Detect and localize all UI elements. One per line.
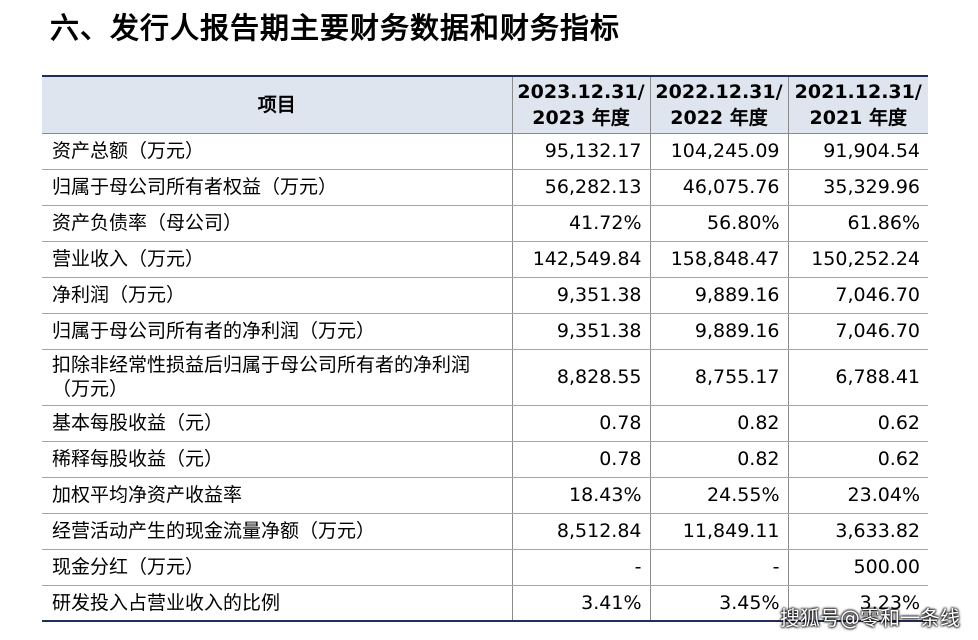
value-2023: 9,351.38	[511, 277, 650, 314]
header-2023-date: 2023.12.31/	[517, 80, 645, 103]
table-row: 资产总额（万元） 95,132.17 104,245.09 91,904.54	[42, 133, 928, 170]
table-row: 归属于母公司所有者的净利润（万元） 9,351.38 9,889.16 7,04…	[42, 313, 928, 350]
table-row: 经营活动产生的现金流量净额（万元） 8,512.84 11,849.11 3,6…	[42, 513, 928, 550]
value-2021: 500.00	[787, 549, 928, 586]
header-item-label: 项目	[257, 93, 296, 116]
value-2021: 61.86%	[787, 205, 928, 242]
value-2022: 158,848.47	[649, 241, 788, 278]
value-2023: 142,549.84	[511, 241, 650, 278]
table-row: 基本每股收益（元） 0.78 0.82 0.62	[42, 405, 928, 442]
value-2023: 18.43%	[511, 477, 650, 514]
value-2021: 6,788.41	[787, 349, 928, 406]
header-2021-year: 2021 年度	[809, 106, 908, 129]
value-2022: -	[649, 549, 788, 586]
header-2023: 2023.12.31/ 2023 年度	[511, 75, 650, 134]
value-2023: 9,351.38	[511, 313, 650, 350]
value-2021: 150,252.24	[787, 241, 928, 278]
row-label: 营业收入（万元）	[42, 241, 512, 278]
table-row: 资产负债率（母公司） 41.72% 56.80% 61.86%	[42, 205, 928, 242]
value-2023: -	[511, 549, 650, 586]
row-label: 扣除非经常性损益后归属于母公司所有者的净利润（万元）	[42, 349, 512, 406]
value-2023: 95,132.17	[511, 133, 650, 170]
row-label: 资产总额（万元）	[42, 133, 512, 170]
value-2023: 3.41%	[511, 585, 650, 622]
value-2022: 104,245.09	[649, 133, 788, 170]
value-2022: 56.80%	[649, 205, 788, 242]
value-2022: 9,889.16	[649, 313, 788, 350]
value-2022: 46,075.76	[649, 169, 788, 206]
table-row: 研发投入占营业收入的比例 3.41% 3.45% 3.23%	[42, 585, 928, 622]
value-2022: 24.55%	[649, 477, 788, 514]
value-2021: 7,046.70	[787, 277, 928, 314]
value-2021: 23.04%	[787, 477, 928, 514]
value-2021: 0.62	[787, 405, 928, 442]
header-2022-date: 2022.12.31/	[655, 80, 783, 103]
value-2021: 3.23%	[787, 585, 928, 622]
row-label: 稀释每股收益（元）	[42, 441, 512, 478]
table-row: 营业收入（万元） 142,549.84 158,848.47 150,252.2…	[42, 241, 928, 278]
value-2021: 0.62	[787, 441, 928, 478]
value-2023: 8,828.55	[511, 349, 650, 406]
financial-data-table: 项目 2023.12.31/ 2023 年度 2022.12.31/ 2022 …	[42, 75, 928, 622]
value-2022: 0.82	[649, 405, 788, 442]
row-label: 净利润（万元）	[42, 277, 512, 314]
table-row: 稀释每股收益（元） 0.78 0.82 0.62	[42, 441, 928, 478]
table-row: 扣除非经常性损益后归属于母公司所有者的净利润（万元） 8,828.55 8,75…	[42, 349, 928, 406]
value-2021: 91,904.54	[787, 133, 928, 170]
table-row: 现金分红（万元） - - 500.00	[42, 549, 928, 586]
table-row: 净利润（万元） 9,351.38 9,889.16 7,046.70	[42, 277, 928, 314]
value-2022: 3.45%	[649, 585, 788, 622]
header-2021-date: 2021.12.31/	[794, 80, 922, 103]
value-2022: 9,889.16	[649, 277, 788, 314]
row-label: 基本每股收益（元）	[42, 405, 512, 442]
value-2022: 11,849.11	[649, 513, 788, 550]
header-2022-year: 2022 年度	[670, 106, 768, 129]
section-title: 六、发行人报告期主要财务数据和财务指标	[50, 11, 621, 45]
value-2023: 0.78	[511, 441, 650, 478]
value-2023: 8,512.84	[511, 513, 650, 550]
row-label: 经营活动产生的现金流量净额（万元）	[42, 513, 512, 550]
table-row: 归属于母公司所有者权益（万元） 56,282.13 46,075.76 35,3…	[42, 169, 928, 206]
row-label: 现金分红（万元）	[42, 549, 512, 586]
value-2022: 8,755.17	[649, 349, 788, 406]
row-label: 加权平均净资产收益率	[42, 477, 512, 514]
value-2021: 7,046.70	[787, 313, 928, 350]
value-2023: 56,282.13	[511, 169, 650, 206]
value-2022: 0.82	[649, 441, 788, 478]
row-label: 归属于母公司所有者的净利润（万元）	[42, 313, 512, 350]
header-2021: 2021.12.31/ 2021 年度	[787, 75, 928, 134]
value-2021: 3,633.82	[787, 513, 928, 550]
source-watermark: 搜狐号@零和一条线	[780, 606, 960, 630]
value-2023: 41.72%	[511, 205, 650, 242]
header-2023-year: 2023 年度	[532, 106, 630, 129]
header-2022: 2022.12.31/ 2022 年度	[649, 75, 788, 134]
row-label: 资产负债率（母公司）	[42, 205, 512, 242]
header-item: 项目	[42, 75, 512, 134]
table-row: 加权平均净资产收益率 18.43% 24.55% 23.04%	[42, 477, 928, 514]
value-2023: 0.78	[511, 405, 650, 442]
value-2021: 35,329.96	[787, 169, 928, 206]
table-header-row: 项目 2023.12.31/ 2023 年度 2022.12.31/ 2022 …	[42, 75, 928, 134]
row-label: 归属于母公司所有者权益（万元）	[42, 169, 512, 206]
row-label: 研发投入占营业收入的比例	[42, 585, 512, 622]
